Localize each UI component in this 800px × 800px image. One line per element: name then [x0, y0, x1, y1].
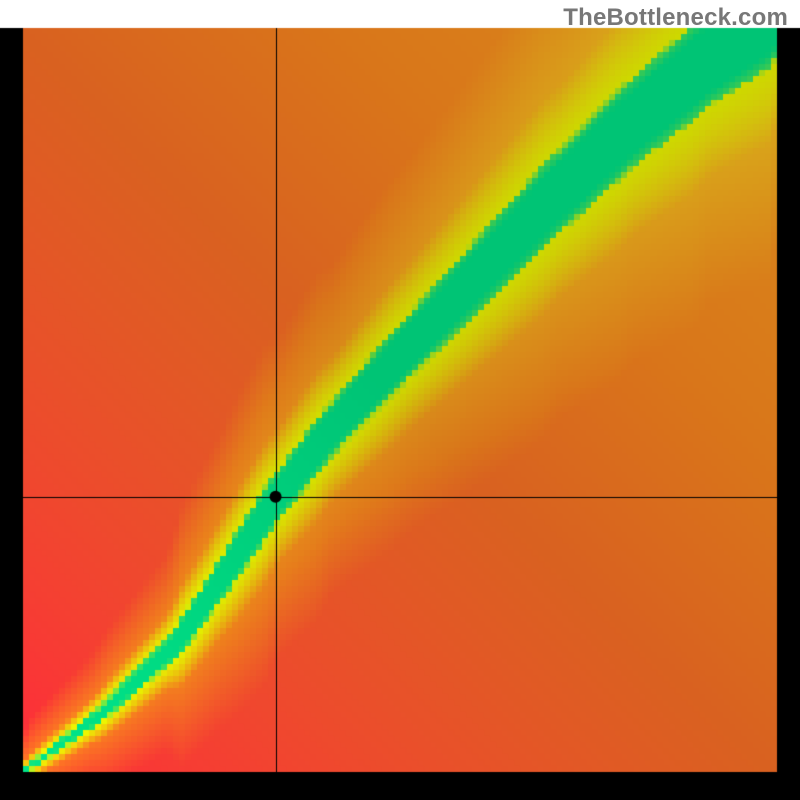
heatmap-canvas	[0, 0, 800, 800]
watermark-text: TheBottleneck.com	[563, 4, 788, 32]
chart-container: TheBottleneck.com	[0, 0, 800, 800]
